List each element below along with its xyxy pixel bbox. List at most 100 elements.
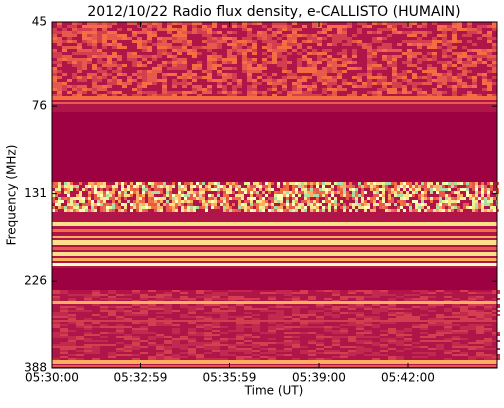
cell <box>372 342 380 344</box>
cell <box>77 76 82 79</box>
cell <box>102 31 107 34</box>
cell <box>356 298 364 300</box>
cell <box>340 336 348 338</box>
cell <box>484 318 492 320</box>
cell <box>87 88 92 91</box>
cell <box>172 356 180 358</box>
cell <box>452 28 457 31</box>
cell <box>397 188 400 191</box>
cell <box>297 88 302 91</box>
cell <box>232 197 235 200</box>
cell <box>316 194 319 197</box>
cell <box>276 326 284 328</box>
cell <box>430 185 433 188</box>
cell <box>157 79 162 82</box>
cell <box>460 318 468 320</box>
cell <box>352 61 357 64</box>
cell <box>490 185 493 188</box>
cell <box>87 25 92 28</box>
cell <box>307 94 312 97</box>
cell <box>118 191 121 194</box>
cell <box>376 197 379 200</box>
cell <box>304 185 307 188</box>
cell <box>367 43 372 46</box>
cell <box>308 322 316 324</box>
cell <box>292 188 295 191</box>
cell <box>193 191 196 194</box>
cell <box>52 298 60 300</box>
cell <box>437 40 442 43</box>
cell <box>394 182 397 185</box>
cell <box>436 188 439 191</box>
cell <box>169 209 172 212</box>
cell <box>132 308 140 310</box>
cell <box>428 318 436 320</box>
cell <box>88 209 91 212</box>
cell <box>103 185 106 188</box>
cell <box>260 332 268 334</box>
cell <box>432 55 437 58</box>
cell <box>331 191 334 194</box>
cell <box>172 324 180 326</box>
cell <box>355 203 358 206</box>
cell <box>300 326 308 328</box>
cell <box>452 344 460 346</box>
cell <box>137 94 142 97</box>
cell <box>102 37 107 40</box>
cell <box>481 191 484 194</box>
cell <box>79 182 82 185</box>
cell <box>87 61 92 64</box>
cell <box>226 182 229 185</box>
cell <box>377 94 382 97</box>
cell <box>76 326 84 328</box>
cell <box>64 197 67 200</box>
cell <box>324 328 332 330</box>
cell <box>184 182 187 185</box>
cell <box>467 28 472 31</box>
cell <box>364 206 367 209</box>
cell <box>403 203 406 206</box>
cell <box>257 82 262 85</box>
cell <box>92 348 100 350</box>
cell <box>477 52 482 55</box>
cell <box>396 318 404 320</box>
cell <box>287 40 292 43</box>
cell <box>302 34 307 37</box>
cell <box>204 342 212 344</box>
cell <box>268 191 271 194</box>
cell <box>324 336 332 338</box>
cell <box>109 191 112 194</box>
cell <box>400 194 403 197</box>
cell <box>220 197 223 200</box>
cell <box>476 292 484 294</box>
cell <box>60 316 68 318</box>
cell <box>212 324 220 326</box>
cell <box>442 25 447 28</box>
cell <box>312 67 317 70</box>
cell <box>97 34 102 37</box>
cell <box>308 326 316 328</box>
cell <box>352 40 357 43</box>
cell <box>220 185 223 188</box>
cell <box>112 40 117 43</box>
cell <box>437 61 442 64</box>
cell <box>192 76 197 79</box>
stripe <box>52 320 497 322</box>
cell <box>382 85 387 88</box>
cell <box>392 79 397 82</box>
cell <box>372 22 377 25</box>
cell <box>396 296 404 298</box>
cell <box>109 209 112 212</box>
cell <box>220 350 228 352</box>
cell <box>252 318 260 320</box>
cell <box>452 342 460 344</box>
stripe <box>52 301 497 304</box>
cell <box>292 31 297 34</box>
cell <box>226 197 229 200</box>
cell <box>175 197 178 200</box>
cell <box>207 76 212 79</box>
cell <box>332 310 340 312</box>
cell <box>444 292 452 294</box>
cell <box>402 25 407 28</box>
cell <box>124 294 132 296</box>
